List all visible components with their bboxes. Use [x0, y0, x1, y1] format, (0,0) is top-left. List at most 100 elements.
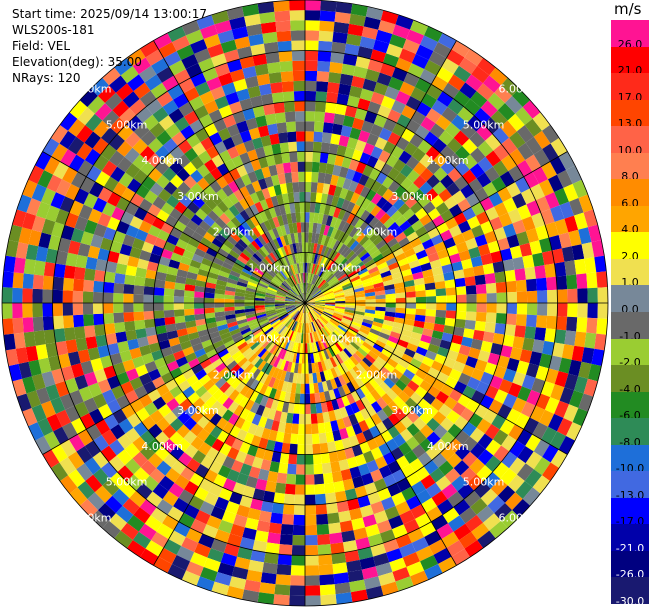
velocity-cell [265, 197, 274, 209]
velocity-cell [156, 523, 174, 540]
velocity-cell [306, 283, 310, 294]
velocity-cell [395, 90, 411, 105]
velocity-cell [514, 268, 526, 281]
velocity-cell [464, 540, 484, 558]
velocity-cell [230, 68, 245, 83]
colorbar-bin [611, 471, 649, 499]
velocity-cell [295, 383, 301, 394]
velocity-cell [317, 422, 326, 434]
velocity-cell [296, 222, 302, 233]
velocity-cell [290, 212, 297, 224]
velocity-cell [395, 303, 406, 309]
velocity-cell [306, 313, 309, 324]
velocity-cell [378, 150, 391, 164]
velocity-cell [100, 461, 118, 479]
velocity-cell [257, 360, 267, 371]
velocity-cell [268, 164, 278, 177]
velocity-cell [227, 59, 243, 73]
velocity-cell [334, 218, 342, 230]
velocity-cell [436, 303, 447, 311]
velocity-cell [362, 78, 377, 92]
velocity-cell [388, 335, 400, 345]
velocity-cell [476, 381, 490, 395]
velocity-cell [90, 234, 104, 249]
velocity-cell [282, 339, 289, 350]
velocity-cell [289, 341, 295, 352]
velocity-cell [354, 411, 365, 423]
velocity-cell [133, 507, 151, 524]
velocity-cell [305, 300, 315, 303]
velocity-cell [77, 242, 91, 257]
velocity-cell [387, 372, 400, 385]
velocity-cell [193, 303, 205, 309]
velocity-cell [312, 151, 321, 163]
velocity-cell [234, 295, 245, 300]
velocity-cell [274, 584, 291, 596]
velocity-cell [245, 261, 256, 270]
velocity-cell [305, 303, 309, 313]
velocity-cell [295, 303, 305, 306]
velocity-cell [269, 252, 278, 263]
velocity-cell [250, 498, 263, 511]
velocity-cell [316, 318, 325, 328]
velocity-cell [261, 406, 271, 419]
velocity-cell [158, 256, 171, 267]
velocity-cell [451, 114, 468, 131]
velocity-cell [288, 453, 298, 465]
velocity-cell [169, 208, 183, 221]
velocity-cell [515, 314, 527, 327]
velocity-cell [109, 75, 127, 93]
velocity-cell [305, 313, 308, 324]
velocity-cell [224, 434, 237, 447]
velocity-cell [8, 224, 23, 243]
velocity-cell [484, 230, 498, 244]
velocity-cell [328, 262, 337, 272]
velocity-cell [140, 460, 157, 476]
velocity-cell [42, 449, 60, 468]
velocity-cell [215, 344, 227, 354]
velocity-cell [349, 368, 359, 380]
velocity-cell [418, 340, 430, 351]
velocity-cell [281, 214, 289, 225]
velocity-cell [254, 63, 269, 76]
velocity-cell [314, 304, 325, 308]
velocity-cell [371, 274, 382, 282]
velocity-cell [233, 404, 245, 417]
velocity-cell [226, 235, 238, 246]
velocity-cell [263, 41, 279, 54]
velocity-cell [364, 110, 378, 124]
velocity-cell [254, 213, 264, 225]
velocity-cell [334, 294, 345, 299]
velocity-cell [503, 393, 518, 409]
velocity-cell [198, 374, 211, 386]
velocity-cell [279, 338, 287, 348]
velocity-cell [584, 257, 597, 274]
velocity-cell [314, 483, 326, 495]
velocity-cell [108, 134, 125, 151]
velocity-cell [167, 506, 184, 522]
colorbar-unit: m/s [614, 0, 642, 18]
velocity-cell [208, 331, 221, 340]
velocity-cell [315, 402, 323, 414]
velocity-cell [338, 275, 349, 283]
velocity-cell [192, 195, 205, 209]
velocity-cell [207, 326, 219, 335]
velocity-cell [284, 329, 292, 339]
velocity-cell [240, 327, 251, 336]
velocity-cell [298, 312, 303, 323]
velocity-cell [275, 20, 291, 32]
velocity-cell [114, 530, 133, 549]
velocity-cell [477, 433, 493, 450]
velocity-cell [239, 252, 251, 262]
velocity-cell [53, 161, 69, 180]
velocity-cell [105, 92, 123, 111]
velocity-cell [278, 271, 286, 281]
velocity-cell [317, 255, 324, 266]
velocity-cell [484, 322, 496, 333]
velocity-cell [292, 60, 305, 71]
velocity-cell [126, 48, 146, 66]
velocity-cell [195, 208, 208, 221]
velocity-cell [452, 190, 466, 204]
velocity-cell [375, 239, 387, 250]
